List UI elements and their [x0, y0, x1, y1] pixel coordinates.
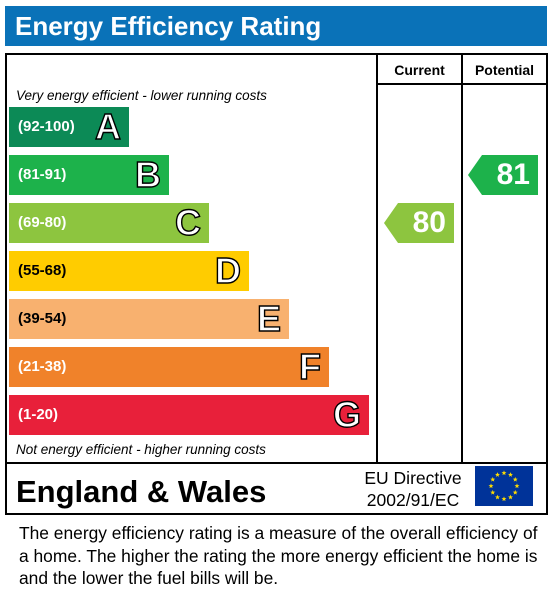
eu-flag-icon — [475, 466, 533, 506]
current-rating-arrow-value: 80 — [412, 206, 446, 239]
potential-rating-arrow: 81 — [468, 155, 538, 195]
eu-directive: EU Directive 2002/91/EC — [356, 467, 470, 511]
band-letter: D — [214, 249, 241, 291]
band-letter: G — [332, 393, 361, 435]
band-letter: B — [134, 153, 161, 195]
band-letter: C — [174, 201, 201, 243]
band-c: (69-80) C — [9, 201, 209, 244]
band-range-label: (39-54) — [18, 310, 67, 327]
band-range-label: (55-68) — [18, 262, 67, 279]
directive-name: EU Directive — [364, 468, 462, 488]
column-current-header: Current — [394, 62, 445, 78]
bottom-note: Not energy efficient - higher running co… — [16, 442, 266, 457]
band-a: (92-100) A — [9, 105, 129, 148]
rating-chart: Current Potential Very energy efficient … — [5, 53, 548, 515]
column-potential-header: Potential — [474, 62, 535, 78]
divider-potential — [461, 55, 463, 464]
divider-current — [376, 55, 378, 464]
directive-number: 2002/91/EC — [366, 490, 460, 510]
footer-rule — [7, 462, 546, 464]
top-note: Very energy efficient - lower running co… — [16, 88, 267, 103]
band-letter: F — [298, 345, 321, 387]
band-range-label: (92-100) — [18, 118, 75, 135]
band-range-label: (1-20) — [18, 406, 59, 423]
page-title: Energy Efficiency Rating — [15, 11, 322, 41]
band-b: (81-91) B — [9, 153, 169, 196]
band-range-label: (21-38) — [18, 358, 67, 375]
band-range-label: (81-91) — [18, 166, 67, 183]
description-text: The energy efficiency rating is a measur… — [19, 523, 538, 588]
current-rating-arrow: 80 — [384, 203, 454, 243]
column-header-rule — [378, 83, 546, 85]
band-f: (21-38) F — [9, 345, 329, 388]
band-range-label: (69-80) — [18, 214, 67, 231]
potential-rating-arrow-value: 81 — [496, 158, 530, 191]
band-letter: E — [256, 297, 281, 339]
band-e: (39-54) E — [9, 297, 289, 340]
band-d: (55-68) D — [9, 249, 249, 292]
band-letter: A — [94, 105, 121, 147]
title-bar: Energy Efficiency Rating — [5, 6, 547, 46]
region-label: England & Wales — [16, 474, 267, 509]
band-g: (1-20) G — [9, 393, 369, 436]
